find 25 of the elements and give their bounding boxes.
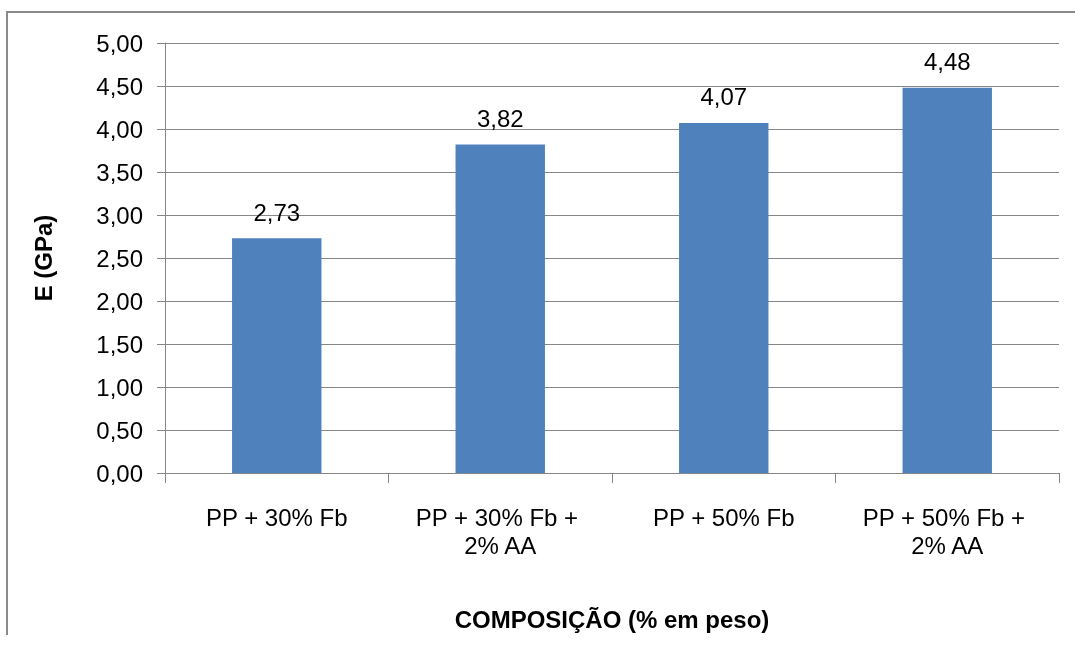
- x-tick-label: PP + 30% Fb: [205, 503, 348, 531]
- data-label: 2,73: [253, 198, 301, 226]
- y-tick-label: 1,00: [96, 373, 143, 401]
- x-tick-label: PP + 50% Fb: [652, 503, 795, 531]
- y-tick-label: 1,50: [96, 330, 143, 358]
- y-tick-label: 5,00: [96, 29, 143, 57]
- y-tick-label: 2,00: [96, 287, 143, 315]
- data-label: 4,07: [700, 83, 748, 111]
- data-label: 3,82: [476, 104, 524, 132]
- x-tick-label: PP + 30% Fb + 2% AA: [415, 503, 585, 559]
- y-tick-label: 2,50: [96, 244, 143, 272]
- y-tick-label: 0,00: [96, 459, 143, 487]
- x-tick-label: PP + 50% Fb + 2% AA: [862, 503, 1032, 559]
- bar: [902, 87, 992, 473]
- y-tick-label: 4,50: [96, 72, 143, 100]
- data-label: 4,48: [923, 48, 971, 76]
- y-tick-label: 0,50: [96, 416, 143, 444]
- y-tick-label: 3,00: [96, 201, 143, 229]
- y-axis-title: E (GPa): [29, 214, 57, 302]
- bar: [232, 238, 322, 473]
- y-tick-label: 4,00: [96, 115, 143, 143]
- x-axis-title: COMPOSIÇÃO (% em peso): [454, 605, 770, 633]
- bar: [455, 144, 545, 473]
- y-tick-label: 3,50: [96, 158, 143, 186]
- bar: [679, 122, 769, 473]
